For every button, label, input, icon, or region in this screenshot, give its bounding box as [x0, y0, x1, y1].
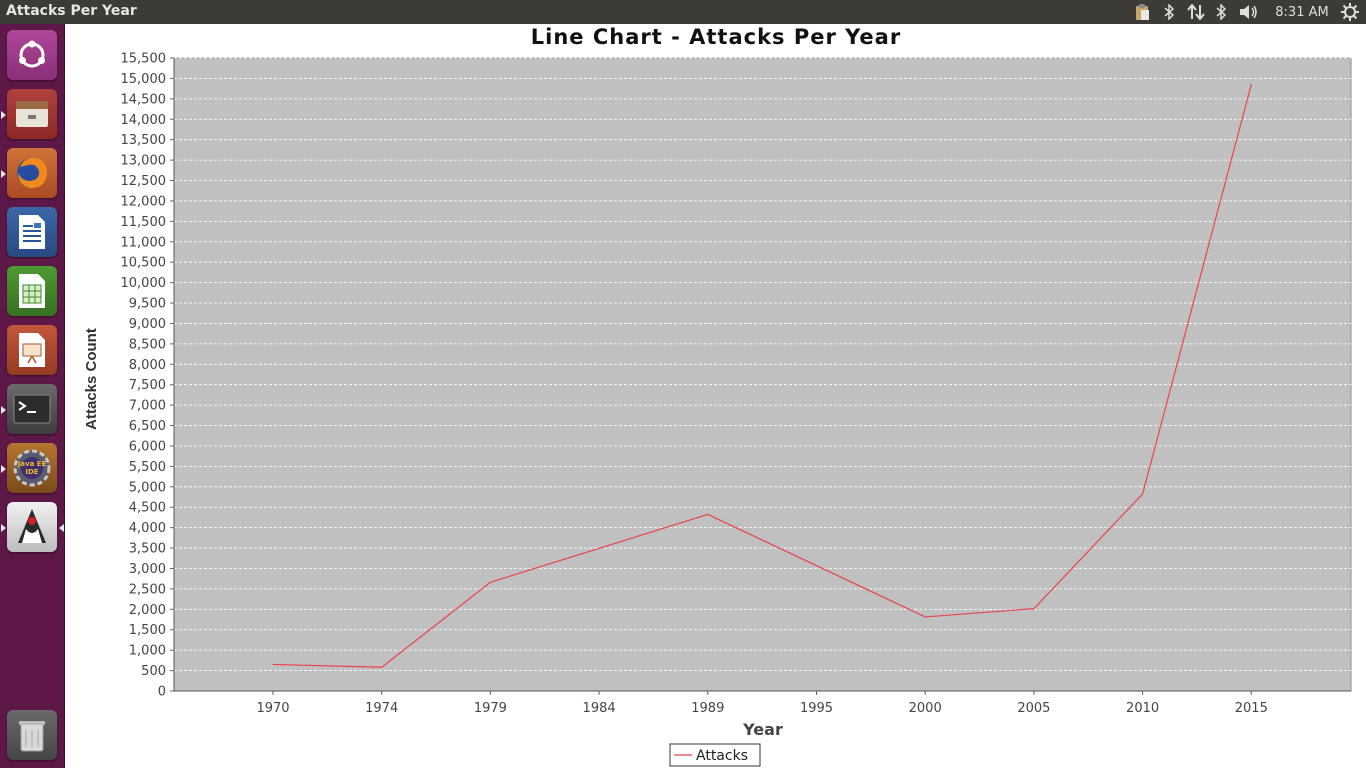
y-tick-label: 13,500	[121, 133, 167, 148]
running-indicator	[1, 465, 6, 473]
plot-background	[173, 57, 1352, 692]
data-point	[381, 666, 383, 668]
libreoffice-calc-icon[interactable]	[7, 266, 57, 316]
x-tick-label: 1984	[583, 701, 616, 716]
data-point	[1033, 608, 1035, 610]
data-point	[272, 663, 274, 666]
svg-text:Java EE: Java EE	[17, 460, 47, 468]
libreoffice-writer-icon[interactable]	[7, 207, 57, 257]
running-indicator	[1, 406, 6, 414]
running-indicator	[1, 170, 6, 178]
x-tick-label: 1979	[474, 701, 507, 716]
x-tick-label: 2000	[909, 701, 942, 716]
window-title: Attacks Per Year	[6, 3, 137, 19]
running-indicator	[1, 524, 6, 532]
y-tick-label: 10,500	[121, 256, 167, 271]
x-tick-label: 1989	[691, 701, 724, 716]
x-tick-label: 2005	[1017, 701, 1050, 716]
y-tick-label: 8,500	[129, 337, 166, 352]
x-tick-label: 2015	[1235, 701, 1268, 716]
y-tick-label: 3,500	[129, 542, 166, 557]
running-indicator	[1, 111, 6, 119]
x-axis-title: Year	[742, 720, 783, 739]
chart-area: Line Chart - Attacks Per Year 0 500 1,000 1…	[65, 24, 1366, 768]
data-point	[707, 513, 709, 516]
launcher: Java EE IDE	[0, 24, 65, 768]
y-tick-label: 7,500	[129, 378, 166, 393]
y-tick-label: 15,500	[121, 52, 167, 67]
clock[interactable]: 8:31 AM	[1275, 4, 1329, 20]
power-gear-icon[interactable]	[1338, 0, 1362, 24]
top-panel: Attacks Per Year 8:31 AM	[0, 0, 1366, 24]
y-tick-label: 3,000	[129, 562, 166, 577]
y-tick-label: 2,500	[129, 582, 166, 597]
y-tick-label: 5,500	[129, 460, 166, 475]
x-tick-label: 1995	[800, 701, 833, 716]
firefox-icon[interactable]	[7, 148, 57, 198]
java-app-icon[interactable]	[7, 502, 57, 552]
volume-icon[interactable]	[1237, 0, 1261, 24]
y-tick-label: 12,500	[121, 174, 167, 189]
x-tick-label: 2010	[1126, 701, 1159, 716]
data-point	[1250, 83, 1252, 86]
terminal-icon[interactable]	[7, 384, 57, 434]
y-tick-label: 4,500	[129, 501, 166, 516]
ubuntu-dash-icon[interactable]	[7, 30, 57, 80]
y-tick-label: 13,000	[121, 154, 167, 169]
line-chart: Line Chart - Attacks Per Year 0 500 1,000 1…	[83, 25, 1352, 767]
y-tick-label: 5,000	[129, 480, 166, 495]
focused-indicator	[59, 524, 64, 532]
y-tick-label: 14,500	[121, 92, 167, 107]
y-tick-label: 8,000	[129, 358, 166, 373]
y-tick-label: 500	[141, 664, 166, 679]
clipboard-icon[interactable]	[1131, 0, 1153, 24]
y-tick-label: 9,000	[129, 317, 166, 332]
y-tick-label: 10,000	[121, 276, 167, 291]
y-tick-label: 2,000	[129, 603, 166, 618]
legend-series-label: Attacks	[696, 748, 748, 764]
y-tick-label: 11,500	[121, 215, 167, 230]
y-tick-label: 0	[158, 685, 166, 700]
data-point	[1142, 493, 1144, 495]
x-tick-label: 1970	[256, 701, 289, 716]
y-tick-label: 4,000	[129, 521, 166, 536]
y-tick-label: 9,500	[129, 297, 166, 312]
y-tick-label: 14,000	[121, 113, 167, 128]
y-tick-label: 12,000	[121, 194, 167, 209]
libreoffice-impress-icon[interactable]	[7, 325, 57, 375]
data-point	[489, 581, 491, 583]
chart-title: Line Chart - Attacks Per Year	[531, 25, 901, 49]
y-tick-label: 1,000	[129, 644, 166, 659]
y-axis-title: Attacks Count	[83, 328, 100, 430]
series-line-attacks	[272, 84, 1252, 668]
legend: Attacks	[669, 743, 761, 767]
data-point	[924, 616, 926, 618]
y-tick-label: 6,500	[129, 419, 166, 434]
trash-icon[interactable]	[7, 710, 57, 760]
java-ee-ide-icon[interactable]: Java EE IDE	[7, 443, 57, 493]
bluetooth-icon[interactable]	[1212, 0, 1230, 24]
bluetooth-icon[interactable]	[1160, 0, 1178, 24]
y-tick-label: 6,000	[129, 439, 166, 454]
network-icon[interactable]	[1184, 0, 1208, 24]
y-tick-label: 7,000	[129, 399, 166, 414]
y-tick-label: 1,500	[129, 623, 166, 638]
files-icon[interactable]	[7, 89, 57, 139]
legend-box	[669, 743, 761, 767]
x-tick-label: 1974	[365, 701, 398, 716]
y-tick-label: 15,000	[121, 72, 167, 87]
y-tick-label: 11,000	[121, 235, 167, 250]
svg-text:IDE: IDE	[25, 468, 38, 476]
